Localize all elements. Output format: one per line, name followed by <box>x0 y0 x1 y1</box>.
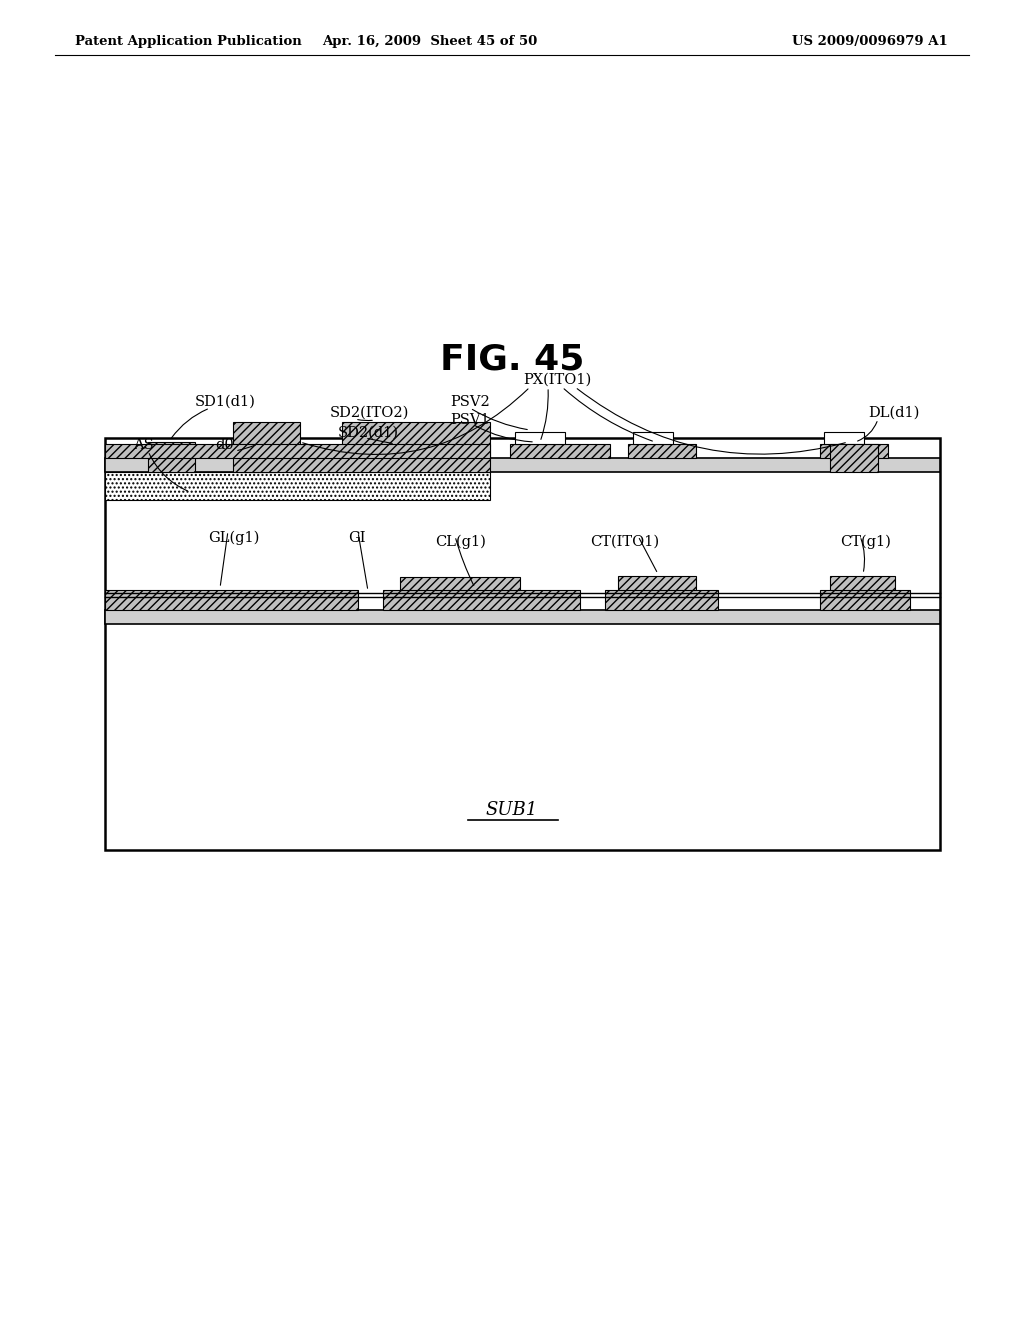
Bar <box>105 438 940 850</box>
Bar <box>383 590 580 610</box>
Bar <box>240 446 278 473</box>
Bar <box>515 432 565 444</box>
Bar <box>105 590 358 610</box>
Text: CT(g1): CT(g1) <box>840 535 891 549</box>
Text: PX(ITO1): PX(ITO1) <box>523 374 591 387</box>
Bar <box>605 590 718 610</box>
Text: FIG. 45: FIG. 45 <box>440 343 584 378</box>
Bar <box>298 446 345 473</box>
Bar <box>233 422 300 446</box>
Text: DL(d1): DL(d1) <box>868 407 920 420</box>
Bar <box>510 444 610 458</box>
Text: SD1(d1): SD1(d1) <box>195 395 256 409</box>
Bar <box>105 473 490 500</box>
Text: PSV1: PSV1 <box>450 413 489 426</box>
Bar <box>628 444 696 458</box>
Text: SD2(d1): SD2(d1) <box>338 426 399 440</box>
Text: GL(g1): GL(g1) <box>208 531 259 545</box>
Bar <box>830 444 878 473</box>
Bar <box>830 576 895 590</box>
Bar <box>105 610 940 624</box>
Bar <box>400 577 520 590</box>
Text: AS: AS <box>133 438 154 451</box>
Text: US 2009/0096979 A1: US 2009/0096979 A1 <box>793 36 948 49</box>
Text: CL(g1): CL(g1) <box>435 535 485 549</box>
Bar <box>618 576 696 590</box>
Bar <box>342 422 490 446</box>
Bar <box>824 432 864 444</box>
Bar <box>105 444 490 458</box>
Text: GI: GI <box>348 531 366 545</box>
Text: PSV2: PSV2 <box>450 395 489 409</box>
Text: SD2(ITO2): SD2(ITO2) <box>330 407 410 420</box>
Bar <box>820 444 888 458</box>
Bar <box>148 442 195 473</box>
Bar <box>105 458 940 473</box>
Text: Patent Application Publication: Patent Application Publication <box>75 36 302 49</box>
Bar <box>233 446 490 473</box>
Text: CT(ITO1): CT(ITO1) <box>590 535 659 549</box>
Text: SUB1: SUB1 <box>485 801 539 818</box>
Bar <box>633 432 673 444</box>
Bar <box>820 590 910 610</box>
Text: Apr. 16, 2009  Sheet 45 of 50: Apr. 16, 2009 Sheet 45 of 50 <box>323 36 538 49</box>
Text: d0: d0 <box>216 438 234 451</box>
